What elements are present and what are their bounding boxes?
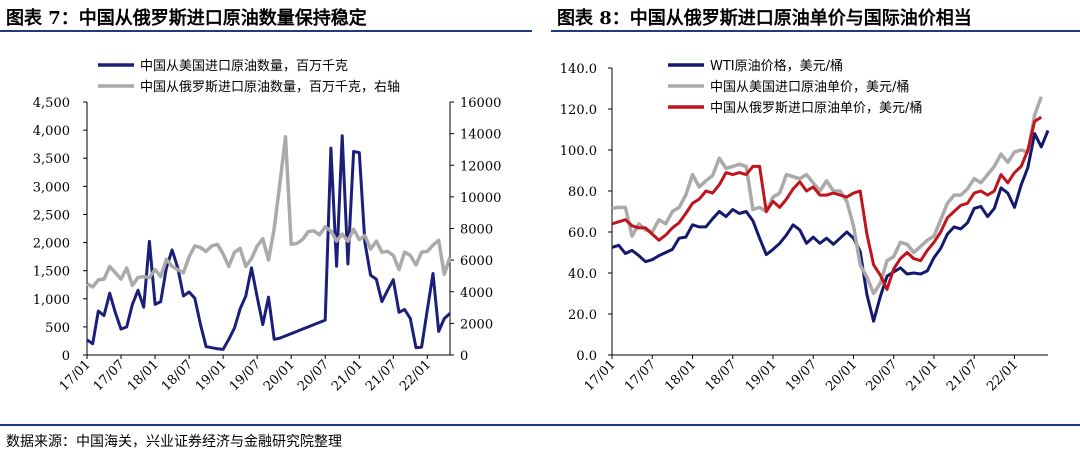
chart-8-y-tick-label: 100.0 [560,144,597,159]
chart-8-y-tick-label: 60.0 [568,226,597,241]
chart-8-series-2-line [611,96,1043,296]
chart-7-y-tick-label: 4,000 [33,124,70,139]
chart-8-series-1-line [611,129,1050,323]
chart-7-y-tick-label: 1,000 [33,293,70,308]
source-rule [0,424,1080,426]
chart-7-x-tick-label: 22/01 [397,357,434,394]
chart-8-x-tick-label: 21/01 [904,357,941,394]
chart-7-y2-tick-label: 8000 [460,223,493,238]
chart-8-x-tick-label: 18/01 [662,357,699,394]
chart-8-title: 图表 8：中国从俄罗斯进口原油单价与国际油价相当 [557,8,972,29]
chart-8-y-tick-label: 20.0 [568,308,597,323]
chart-8-title-rule [551,30,1080,32]
chart-7-y-tick-label: 2,000 [33,237,70,252]
chart-8-series-3-line [611,115,1043,291]
chart-7-x-tick-label: 21/07 [363,357,400,394]
chart-7-x-tick-label: 18/01 [125,357,162,394]
chart-8-x-tick-label: 20/07 [863,357,900,394]
chart-7-y-tick-label: 1,500 [33,265,70,280]
chart-7-series-2-line [86,135,452,289]
chart-8-y-tick-label: 40.0 [568,267,597,282]
chart-8-legend-label-3: 中国从俄罗斯进口原油单价，美元/桶 [710,101,922,116]
chart-7-y2-tick-label: 14000 [460,128,501,143]
chart-7-x-tick-label: 20/01 [261,357,298,394]
chart-7-title: 图表 7：中国从俄罗斯进口原油数量保持稳定 [6,8,367,29]
chart-7-y2-tick-label: 6000 [460,254,493,269]
chart-8-x-tick-label: 22/01 [984,357,1021,394]
chart-8-x-tick-label: 21/07 [944,357,981,394]
chart-8-y-tick-label: 80.0 [568,185,597,200]
chart-8-x-tick-label: 18/07 [702,357,739,394]
chart-7-y-tick-label: 4,500 [33,96,70,111]
chart-7-title-rule [0,30,532,32]
chart-8-x-tick-label: 19/07 [783,357,820,394]
chart-8-legend-label-2: 中国从美国进口原油单价，美元/桶 [710,80,909,95]
chart-7-legend-label-2: 中国从俄罗斯进口原油数量，百万千克，右轴 [140,80,400,95]
chart-8-legend-label-1: WTI原油价格，美元/桶 [710,58,843,74]
chart-7-x-tick-label: 19/01 [193,357,230,394]
chart-7-y2-tick-label: 12000 [460,159,501,174]
chart-7-x-tick-label: 20/07 [295,357,332,394]
chart-8-y-tick-label: 0.0 [576,349,597,364]
chart-7-x-tick-label: 19/07 [227,357,264,394]
chart-7-y-tick-label: 0 [62,349,70,364]
chart-8-y-tick-label: 140.0 [560,62,597,77]
chart-7-x-tick-label: 18/07 [159,357,196,394]
chart-7-series-1-line [86,134,452,351]
chart-8-y-tick-label: 120.0 [560,103,597,118]
chart-7-legend-label-1: 中国从美国进口原油数量，百万千克 [140,59,348,74]
chart-7-y-tick-label: 2,500 [33,208,70,223]
chart-7-y2-tick-label: 16000 [460,96,501,111]
chart-8-x-tick-label: 19/01 [743,357,780,394]
chart-7-y2-tick-label: 4000 [460,286,493,301]
chart-7-y-tick-label: 3,000 [33,180,70,195]
chart-7-y2-tick-label: 0 [460,349,468,364]
chart-7-y-tick-label: 500 [45,321,70,336]
chart-7-y-tick-label: 3,500 [33,152,70,167]
chart-7-x-tick-label: 21/01 [329,357,366,394]
chart-7-x-tick-label: 17/07 [91,357,128,394]
chart-7-y2-tick-label: 10000 [460,191,501,206]
chart-8-x-tick-label: 20/01 [823,357,860,394]
chart-8-x-tick-label: 17/07 [622,357,659,394]
chart-7-y2-tick-label: 2000 [460,317,493,332]
source-note: 数据来源：中国海关，兴业证券经济与金融研究院整理 [6,434,342,450]
